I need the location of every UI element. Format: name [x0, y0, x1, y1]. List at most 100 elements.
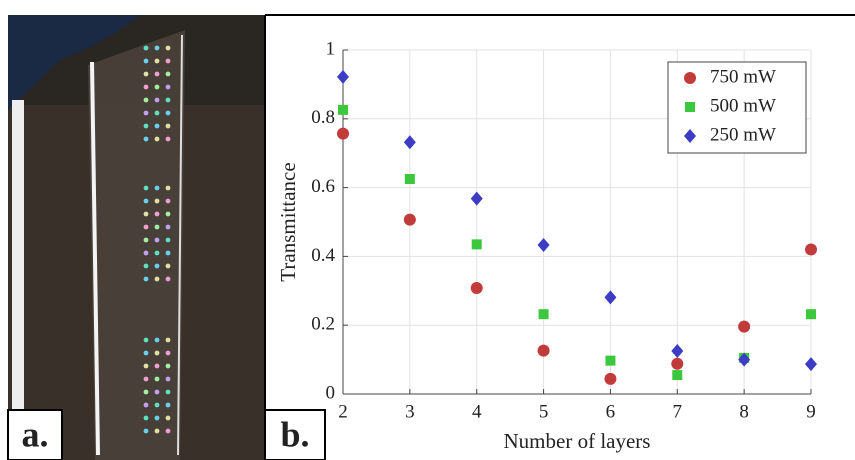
point	[806, 309, 816, 320]
x-tick-label: 6	[606, 401, 616, 422]
photo-dot	[154, 428, 160, 434]
photo-dot	[165, 337, 171, 343]
y-tick-label: 0.6	[311, 176, 335, 197]
photo-dot	[143, 224, 149, 230]
photo-dot	[154, 415, 160, 421]
glass-slab	[88, 30, 185, 460]
photo-dot	[154, 389, 160, 395]
photo-dot	[143, 110, 149, 116]
point	[537, 238, 550, 253]
photo-dot	[143, 263, 149, 269]
point	[403, 135, 416, 150]
slab-edge	[177, 34, 183, 456]
point	[337, 127, 349, 140]
photo-panel: a.	[7, 15, 265, 460]
legend-marker	[684, 129, 696, 143]
photo-dot	[165, 211, 171, 217]
photo-dot	[165, 71, 171, 77]
photo-dot	[143, 376, 149, 382]
legend-label: 750 mW	[710, 66, 776, 87]
point	[537, 344, 550, 357]
photo-dot	[165, 276, 171, 282]
point	[538, 309, 549, 320]
photo-dot	[165, 237, 171, 243]
panel-label: b.	[280, 414, 309, 454]
x-tick-label: 7	[673, 401, 683, 422]
photo-dot	[154, 237, 160, 243]
point	[605, 355, 616, 366]
photo-dot	[143, 71, 149, 77]
photo-dot	[165, 350, 171, 356]
point	[470, 191, 483, 206]
point	[604, 372, 617, 385]
photo-dot	[143, 211, 149, 217]
photo-dot	[154, 198, 160, 204]
photo-dot	[143, 363, 149, 369]
photo-dot	[154, 97, 160, 103]
point	[470, 282, 483, 295]
photo-dot	[154, 45, 160, 51]
point	[337, 69, 349, 84]
photo-dot	[165, 123, 171, 129]
point	[604, 290, 617, 305]
photo-dot	[154, 224, 160, 230]
y-tick-label: 1	[326, 38, 336, 59]
point	[404, 174, 415, 184]
photo-dot	[165, 84, 171, 90]
x-tick-label: 4	[472, 401, 482, 422]
plot-area: 0 0.2 0.4 0.6 0.8 1 2 3 4 5 6 7 8 9 750 mW 500 mW 250 mW	[311, 38, 817, 422]
x-tick-label: 2	[338, 401, 348, 422]
photo-dot	[154, 71, 160, 77]
x-tick-label: 5	[539, 401, 549, 422]
photo-dot	[143, 58, 149, 64]
photo-dot	[165, 415, 171, 421]
panel-label: a.	[22, 414, 49, 454]
photo-dot	[154, 276, 160, 282]
photo-dot	[154, 363, 160, 369]
photo-dot	[154, 402, 160, 408]
point	[805, 243, 817, 256]
glove	[8, 15, 140, 110]
photo-dot	[165, 198, 171, 204]
x-tick-label: 9	[806, 401, 816, 422]
photo-dot	[143, 84, 149, 90]
photo-dot	[165, 402, 171, 408]
photo-dot	[143, 250, 149, 256]
photo-dot	[143, 276, 149, 282]
photo-dot	[154, 211, 160, 217]
photo-dot	[143, 402, 149, 408]
photo-dot	[143, 45, 149, 51]
legend-marker	[684, 72, 696, 84]
photo-dot	[143, 415, 149, 421]
y-tick-label: 0	[326, 382, 336, 403]
point	[805, 357, 817, 372]
point	[672, 370, 683, 381]
photo-dot	[154, 84, 160, 90]
photo-dot	[165, 136, 171, 142]
y-axis-label: Transmittance	[276, 162, 300, 281]
photo-dot	[165, 58, 171, 64]
photo-dot	[143, 237, 149, 243]
photo-dot	[154, 376, 160, 382]
photo-dot	[165, 185, 171, 191]
photo-dot	[154, 58, 160, 64]
photo-dot	[165, 376, 171, 382]
photo-dot	[143, 198, 149, 204]
slab-edge	[90, 61, 100, 456]
point	[671, 344, 684, 358]
photo-dot	[165, 363, 171, 369]
legend-label: 500 mW	[710, 95, 776, 116]
photo-dot	[143, 136, 149, 142]
photo-dot	[154, 263, 160, 269]
photo-dot	[143, 337, 149, 343]
panel-label-box	[7, 409, 63, 460]
photo-dot	[154, 185, 160, 191]
photo-dot	[143, 185, 149, 191]
point	[738, 352, 751, 367]
point	[338, 104, 348, 115]
point	[738, 320, 751, 333]
light-edge	[12, 100, 24, 460]
legend-marker	[685, 102, 695, 112]
y-tick-label: 0.2	[311, 314, 335, 335]
